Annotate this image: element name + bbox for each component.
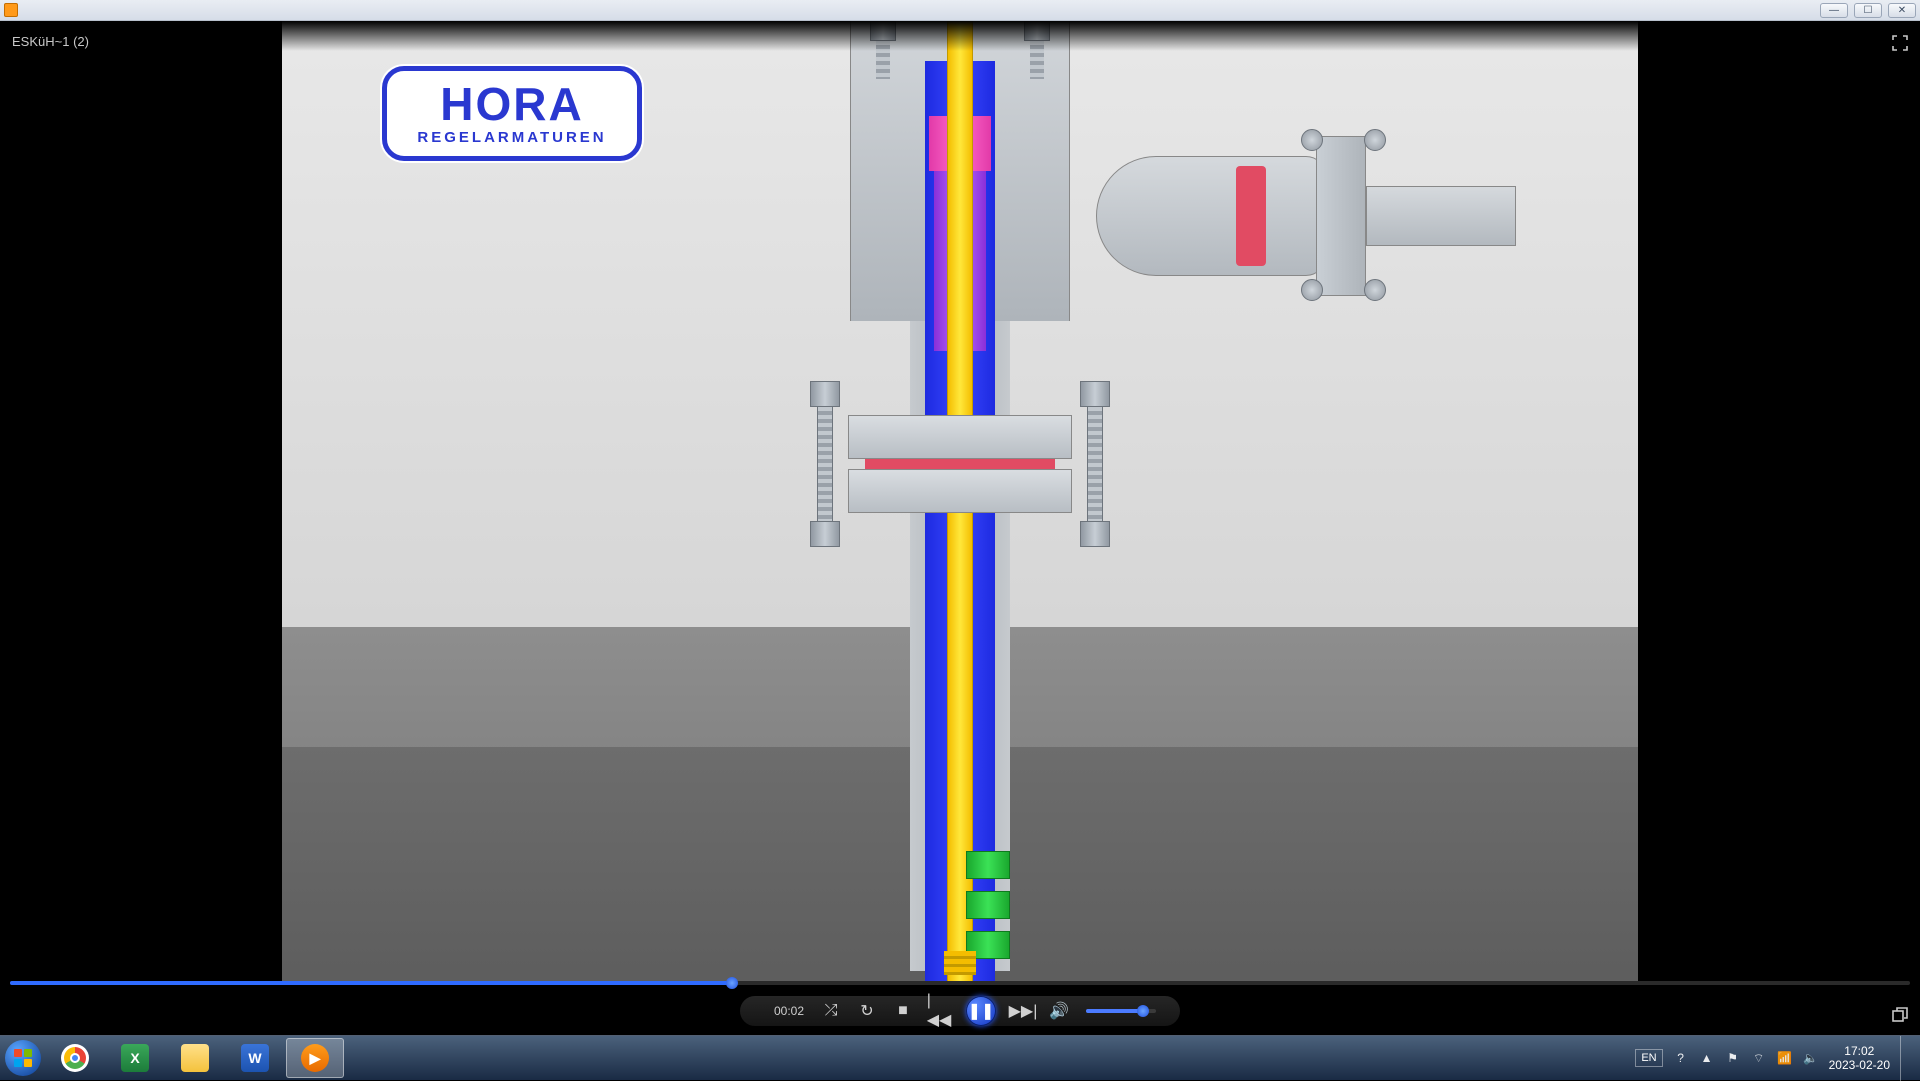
volume-fill: [1086, 1009, 1143, 1013]
tray-network-icon[interactable]: 📶: [1777, 1050, 1793, 1066]
media-player: ESKüH~1 (2): [0, 21, 1920, 1035]
previous-button[interactable]: |◀◀: [930, 1002, 948, 1020]
start-button[interactable]: [0, 1036, 45, 1081]
taskbar-app-excel[interactable]: X: [106, 1038, 164, 1078]
taskbar-app-word[interactable]: W: [226, 1038, 284, 1078]
window-titlebar: — ☐ ✕: [0, 0, 1920, 21]
tray-overflow-icon[interactable]: ▲: [1699, 1050, 1715, 1066]
word-icon: W: [241, 1044, 269, 1072]
brand-logo: HORA REGELARMATUREN: [382, 66, 642, 161]
taskbar-app-chrome[interactable]: [46, 1038, 104, 1078]
brand-logo-line2: REGELARMATUREN: [417, 129, 606, 146]
tray-date: 2023-02-20: [1829, 1058, 1890, 1072]
switch-to-library-button[interactable]: [1890, 1005, 1910, 1025]
shuffle-button[interactable]: ⤮: [822, 1002, 840, 1020]
valve-side-port: [1096, 121, 1526, 311]
chrome-icon: [61, 1044, 89, 1072]
transport-controls: 00:02 ⤮ ↻ ■ |◀◀ ❚❚ ▶▶| 🔊: [739, 995, 1181, 1027]
volume-slider[interactable]: [1086, 1009, 1156, 1013]
show-desktop-button[interactable]: [1900, 1036, 1914, 1081]
window-minimize-button[interactable]: —: [1820, 3, 1848, 18]
tray-help-icon[interactable]: ?: [1673, 1050, 1689, 1066]
wmp-icon: ▶: [301, 1044, 329, 1072]
tray-power-icon[interactable]: ⌔: [1751, 1050, 1767, 1066]
excel-icon: X: [121, 1044, 149, 1072]
repeat-button[interactable]: ↻: [858, 1002, 876, 1020]
taskbar: X W ▶ EN ? ▲ ⚑ ⌔ 📶 🔈 17:02 2023-02-20: [0, 1035, 1920, 1080]
window-close-button[interactable]: ✕: [1888, 3, 1916, 18]
tray-action-icon[interactable]: ⚑: [1725, 1050, 1741, 1066]
volume-knob[interactable]: [1137, 1005, 1149, 1017]
stem-green-seg-1: [966, 851, 1010, 879]
stem-tip: [944, 951, 976, 975]
seek-fill: [10, 981, 732, 985]
taskbar-app-explorer[interactable]: [166, 1038, 224, 1078]
seek-bar[interactable]: [10, 981, 1910, 985]
tray-volume-icon[interactable]: 🔈: [1803, 1050, 1819, 1066]
seek-handle[interactable]: [726, 977, 738, 989]
tray-language[interactable]: EN: [1635, 1049, 1662, 1067]
explorer-icon: [181, 1044, 209, 1072]
video-frame[interactable]: HORA REGELARMATUREN: [282, 21, 1638, 985]
tray-time: 17:02: [1829, 1044, 1890, 1058]
mute-button[interactable]: 🔊: [1050, 1002, 1068, 1020]
now-playing-label: ESKüH~1 (2): [12, 34, 89, 49]
stop-button[interactable]: ■: [894, 1002, 912, 1020]
system-tray: EN ? ▲ ⚑ ⌔ 📶 🔈 17:02 2023-02-20: [1623, 1036, 1920, 1081]
window-maximize-button[interactable]: ☐: [1854, 3, 1882, 18]
flange-joint: [810, 409, 1110, 519]
fullscreen-toggle-button[interactable]: [1890, 33, 1910, 53]
valve-assembly: [810, 21, 1110, 985]
time-elapsed: 00:02: [764, 1004, 804, 1018]
tray-clock[interactable]: 17:02 2023-02-20: [1829, 1044, 1890, 1073]
next-button[interactable]: ▶▶|: [1014, 1002, 1032, 1020]
app-icon: [4, 3, 18, 17]
play-pause-button[interactable]: ❚❚: [966, 996, 996, 1026]
stem-green-seg-2: [966, 891, 1010, 919]
taskbar-app-wmp[interactable]: ▶: [286, 1038, 344, 1078]
brand-logo-line1: HORA: [440, 81, 583, 127]
